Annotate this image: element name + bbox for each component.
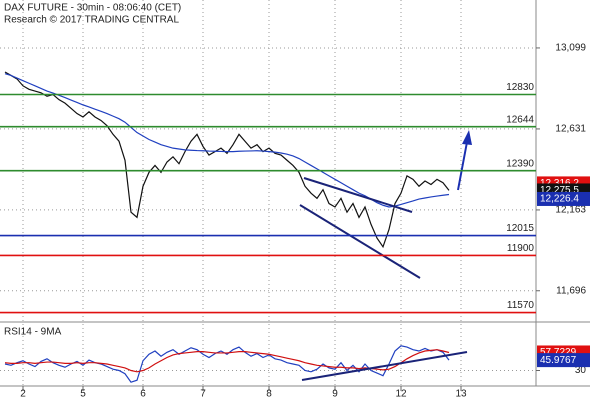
x-tick-label: 13 bbox=[455, 389, 467, 400]
y-tick-label: 12,631 bbox=[555, 124, 586, 135]
trend-line bbox=[299, 204, 421, 279]
x-tick-label: 6 bbox=[140, 389, 146, 400]
y-tick-label: 12,163 bbox=[555, 205, 586, 216]
grid bbox=[0, 0, 536, 386]
arrow-head bbox=[462, 130, 472, 145]
series-line bbox=[4, 73, 450, 208]
x-tick-label: 9 bbox=[332, 389, 338, 400]
panel-label: RSI14 - 9MA bbox=[4, 327, 62, 338]
level-label: 12390 bbox=[506, 158, 534, 169]
level-label: 11570 bbox=[507, 300, 535, 311]
level-label: 12015 bbox=[506, 223, 534, 234]
trend-line bbox=[301, 351, 468, 381]
x-tick-label: 8 bbox=[266, 389, 272, 400]
x-tick-label: 2 bbox=[20, 389, 26, 400]
price-tag bbox=[537, 353, 590, 368]
level-label: 11900 bbox=[507, 243, 535, 254]
chart-subtitle: Research © 2017 TRADING CENTRAL bbox=[4, 15, 179, 26]
x-tick-label: 7 bbox=[200, 389, 206, 400]
chart-title: DAX FUTURE - 30min - 08:06:40 (CET) bbox=[4, 3, 181, 14]
y-tick-label: 11,696 bbox=[556, 285, 586, 296]
series-line bbox=[4, 349, 450, 373]
plot bbox=[4, 71, 450, 383]
level-label: 12644 bbox=[506, 114, 534, 125]
price-tag-label: 45.9767 bbox=[540, 355, 577, 366]
x-tick-label: 5 bbox=[80, 389, 86, 400]
y-tick-label: 30 bbox=[575, 365, 587, 376]
series-line bbox=[4, 71, 450, 249]
price-tag bbox=[537, 191, 590, 206]
price-tag-label: 57.7229 bbox=[540, 347, 577, 358]
price-tag-label: 12,275.5 bbox=[540, 185, 579, 196]
y-tick-label: 13,099 bbox=[555, 43, 586, 54]
trend-line bbox=[303, 177, 413, 213]
level-label: 12830 bbox=[506, 82, 534, 93]
price-tag-label: 12,226.4 bbox=[540, 194, 579, 205]
arrow bbox=[457, 141, 468, 191]
x-tick-label: 12 bbox=[395, 389, 407, 400]
